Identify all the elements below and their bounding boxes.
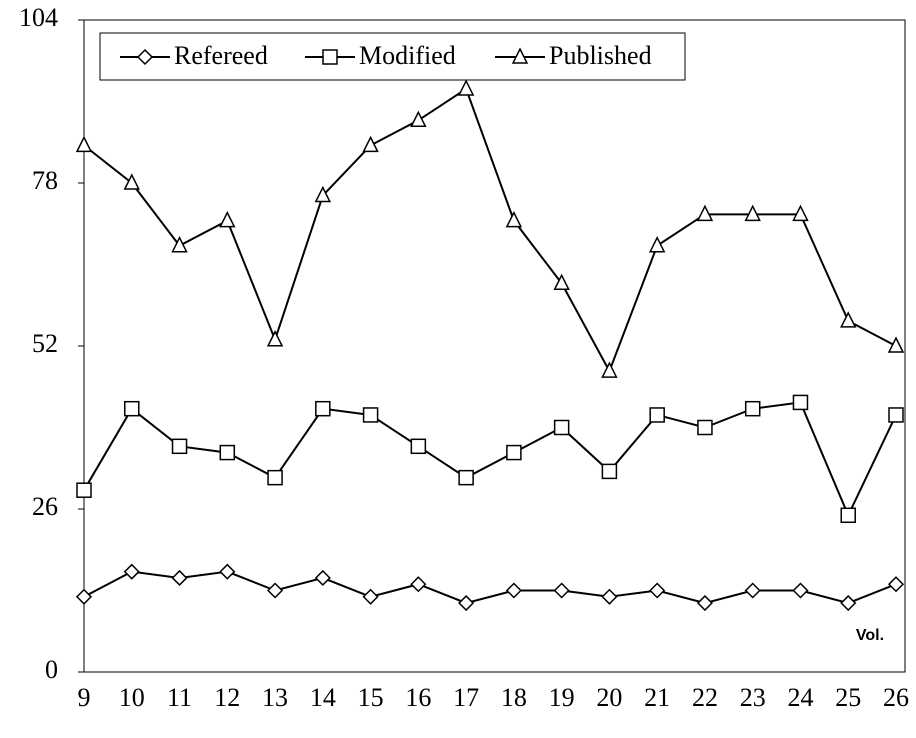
point — [362, 407, 379, 423]
point — [219, 444, 236, 461]
point — [744, 204, 761, 222]
x-tick-label: 18 — [501, 683, 527, 712]
legend-label: Modified — [359, 41, 456, 70]
point — [171, 569, 188, 587]
point — [458, 594, 475, 612]
legend-marker — [322, 49, 338, 65]
point — [696, 204, 714, 222]
point — [410, 576, 427, 593]
point — [649, 582, 666, 599]
x-tick-label: 14 — [310, 683, 336, 712]
y-tick-label: 104 — [19, 3, 58, 32]
point — [124, 400, 140, 417]
legend-box — [99, 32, 686, 81]
point — [887, 576, 905, 593]
point — [887, 336, 905, 353]
point — [840, 594, 857, 612]
series-line — [83, 87, 897, 374]
point — [314, 185, 332, 203]
point — [506, 444, 522, 461]
point — [505, 582, 522, 599]
point — [792, 394, 809, 411]
point — [696, 594, 714, 612]
point — [75, 135, 93, 153]
point — [744, 582, 761, 599]
point — [553, 419, 570, 436]
point — [648, 236, 666, 253]
x-tick-label: 24 — [787, 683, 813, 712]
annotation: Vol. — [856, 627, 884, 644]
x-tick-label: 15 — [358, 683, 384, 712]
legend-marker — [511, 47, 529, 64]
point — [410, 110, 427, 128]
x-tick-label: 9 — [78, 683, 91, 712]
point — [266, 582, 284, 599]
point — [266, 330, 284, 347]
point — [792, 582, 809, 599]
point — [362, 135, 379, 153]
point — [76, 482, 92, 498]
point — [219, 210, 236, 228]
point — [410, 438, 427, 455]
point — [123, 173, 140, 190]
series-line — [83, 570, 897, 605]
point — [219, 563, 236, 580]
point — [314, 569, 331, 587]
point — [888, 407, 904, 423]
y-tick-label: 26 — [32, 492, 58, 521]
x-tick-label: 22 — [692, 683, 718, 712]
point — [171, 236, 188, 253]
point — [697, 419, 713, 436]
x-tick-label: 23 — [740, 683, 766, 712]
point — [649, 407, 665, 423]
point — [123, 563, 140, 580]
point — [75, 588, 93, 605]
y-tick-label: 78 — [32, 166, 58, 195]
point — [553, 273, 570, 291]
x-tick-label: 11 — [167, 683, 192, 712]
legend-label: Published — [549, 41, 652, 70]
point — [601, 463, 618, 480]
point — [553, 582, 570, 599]
legend-label: Refereed — [174, 41, 268, 70]
point — [601, 361, 618, 378]
point — [601, 588, 618, 605]
series-line — [83, 401, 897, 518]
point — [505, 210, 523, 228]
legend-marker — [136, 48, 154, 66]
point — [840, 311, 857, 328]
point — [458, 469, 474, 486]
x-tick-label: 12 — [214, 683, 240, 712]
y-tick-label: 52 — [32, 329, 58, 358]
point — [792, 204, 809, 222]
point — [457, 79, 475, 96]
x-tick-label: 21 — [644, 683, 670, 712]
x-tick-label: 17 — [453, 683, 479, 712]
x-tick-label: 26 — [883, 683, 909, 712]
point — [744, 400, 761, 417]
x-tick-label: 25 — [835, 683, 861, 712]
point — [362, 588, 379, 605]
x-tick-label: 16 — [405, 683, 431, 712]
point — [840, 507, 856, 524]
x-tick-label: 19 — [549, 683, 575, 712]
point — [171, 438, 188, 455]
x-tick-label: 13 — [262, 683, 288, 712]
x-tick-label: 20 — [596, 683, 622, 712]
point — [267, 469, 283, 486]
point — [315, 400, 331, 417]
y-tick-label: 0 — [45, 655, 58, 684]
x-tick-label: 10 — [119, 683, 145, 712]
